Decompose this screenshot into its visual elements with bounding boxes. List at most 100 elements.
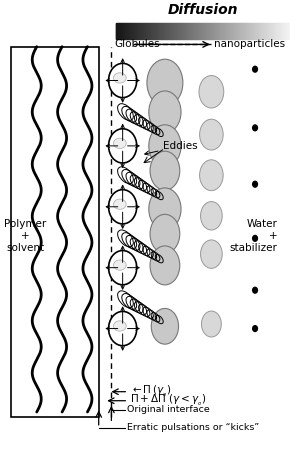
- Bar: [287, 23, 288, 39]
- Text: $\leftarrow\Pi\,(\gamma_{_o})$: $\leftarrow\Pi\,(\gamma_{_o})$: [130, 384, 171, 399]
- Bar: [242, 23, 243, 39]
- Bar: [257, 23, 258, 39]
- Bar: [197, 23, 198, 39]
- Bar: [174, 23, 175, 39]
- Bar: [243, 23, 244, 39]
- Bar: [262, 23, 263, 39]
- Ellipse shape: [252, 287, 258, 294]
- Bar: [201, 23, 202, 39]
- Bar: [245, 23, 246, 39]
- Text: Erratic pulsations or “kicks”: Erratic pulsations or “kicks”: [127, 423, 259, 432]
- Bar: [159, 23, 160, 39]
- Bar: [233, 23, 234, 39]
- Ellipse shape: [200, 160, 223, 191]
- Bar: [139, 23, 140, 39]
- Bar: [181, 23, 182, 39]
- Bar: [156, 23, 157, 39]
- Bar: [283, 23, 284, 39]
- Bar: [133, 23, 134, 39]
- Ellipse shape: [252, 181, 258, 188]
- Bar: [128, 23, 129, 39]
- Bar: [256, 23, 257, 39]
- Ellipse shape: [252, 66, 258, 73]
- Text: $\Pi + \Delta\Pi\;(\gamma < \gamma_{_o})$: $\Pi + \Delta\Pi\;(\gamma < \gamma_{_o})…: [130, 393, 206, 408]
- Ellipse shape: [151, 308, 178, 344]
- Bar: [196, 23, 197, 39]
- Text: Diffusion: Diffusion: [168, 3, 238, 17]
- Ellipse shape: [109, 190, 137, 224]
- Bar: [169, 23, 170, 39]
- Text: Original interface: Original interface: [127, 405, 210, 414]
- Bar: [147, 23, 148, 39]
- Ellipse shape: [150, 246, 180, 285]
- Bar: [206, 23, 207, 39]
- Bar: [221, 23, 222, 39]
- Bar: [200, 23, 201, 39]
- Bar: [149, 23, 150, 39]
- Bar: [138, 23, 139, 39]
- Bar: [173, 23, 174, 39]
- Bar: [136, 23, 137, 39]
- Text: Water
+
stabilizer: Water + stabilizer: [230, 219, 278, 253]
- Bar: [202, 23, 203, 39]
- Ellipse shape: [200, 240, 222, 269]
- Bar: [140, 23, 141, 39]
- Bar: [265, 23, 266, 39]
- Bar: [274, 23, 275, 39]
- Ellipse shape: [109, 312, 137, 346]
- Bar: [278, 23, 279, 39]
- Bar: [276, 23, 277, 39]
- Ellipse shape: [113, 321, 126, 331]
- Bar: [117, 23, 118, 39]
- Bar: [168, 23, 169, 39]
- Bar: [130, 23, 131, 39]
- Bar: [237, 23, 238, 39]
- Bar: [145, 23, 146, 39]
- Bar: [175, 23, 176, 39]
- Bar: [251, 23, 252, 39]
- Bar: [187, 23, 188, 39]
- Bar: [288, 23, 289, 39]
- Ellipse shape: [113, 260, 126, 270]
- Bar: [211, 23, 212, 39]
- Bar: [188, 23, 189, 39]
- Ellipse shape: [113, 138, 126, 149]
- Bar: [207, 23, 208, 39]
- Bar: [239, 23, 240, 39]
- Bar: [160, 23, 161, 39]
- Ellipse shape: [149, 188, 181, 230]
- Bar: [154, 23, 155, 39]
- Bar: [178, 23, 179, 39]
- Ellipse shape: [200, 201, 222, 230]
- Bar: [199, 23, 200, 39]
- Bar: [144, 23, 145, 39]
- Bar: [267, 23, 268, 39]
- Bar: [231, 23, 232, 39]
- Bar: [167, 23, 168, 39]
- Ellipse shape: [200, 119, 223, 150]
- Bar: [194, 23, 195, 39]
- Bar: [259, 23, 260, 39]
- Bar: [281, 23, 282, 39]
- Bar: [193, 23, 194, 39]
- Bar: [186, 23, 187, 39]
- Bar: [216, 23, 217, 39]
- Bar: [224, 23, 225, 39]
- Bar: [129, 23, 130, 39]
- Bar: [214, 23, 215, 39]
- Bar: [157, 23, 158, 39]
- Bar: [182, 23, 183, 39]
- Bar: [162, 23, 163, 39]
- Bar: [264, 23, 265, 39]
- Bar: [238, 23, 239, 39]
- Bar: [234, 23, 235, 39]
- Ellipse shape: [109, 250, 137, 285]
- Bar: [285, 23, 286, 39]
- Bar: [125, 23, 126, 39]
- Bar: [143, 23, 144, 39]
- Ellipse shape: [147, 59, 183, 106]
- Ellipse shape: [150, 151, 180, 190]
- Text: Eddies: Eddies: [145, 141, 198, 155]
- Bar: [284, 23, 285, 39]
- Bar: [263, 23, 264, 39]
